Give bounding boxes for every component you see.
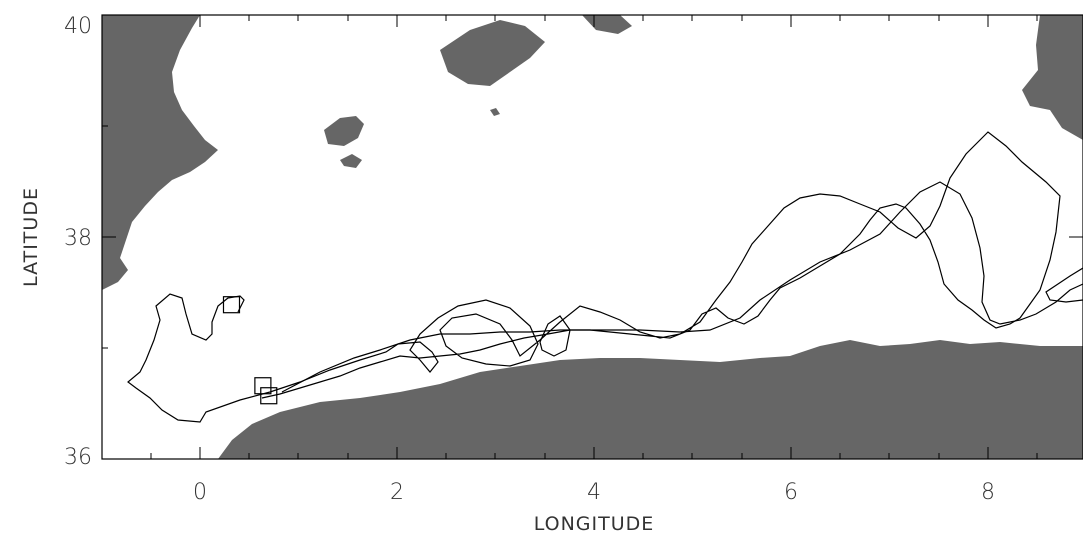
- map-plot-area: [102, 15, 1083, 459]
- y-tick-label: 38: [64, 226, 92, 251]
- float-trajectory-east: [1045, 267, 1083, 303]
- start-markers: [222, 296, 278, 405]
- x-tick-label: 6: [784, 480, 798, 505]
- y-tick-label: 40: [64, 14, 92, 39]
- land-cabrera: [490, 108, 500, 116]
- land-formentera: [340, 154, 362, 168]
- start-marker-square: [254, 377, 272, 395]
- start-marker-square: [260, 387, 278, 405]
- x-tick-label: 2: [390, 480, 404, 505]
- x-axis-ticks: [150, 15, 1038, 459]
- x-tick-label: 4: [587, 480, 601, 505]
- y-tick-label: 36: [64, 445, 92, 470]
- land-mallorca: [440, 20, 545, 86]
- x-axis-title: LONGITUDE: [534, 513, 655, 535]
- y-axis-ticks: [102, 125, 1083, 349]
- land-ibiza: [324, 116, 364, 146]
- start-marker-square: [222, 296, 241, 314]
- land-iberia: [102, 15, 218, 290]
- land-north-africa: [218, 340, 1083, 459]
- x-tick-label: 8: [981, 480, 995, 505]
- float-trajectory-branch: [281, 181, 1083, 393]
- float-trajectory-loop: [539, 315, 571, 357]
- y-axis-title: LATITUDE: [20, 187, 42, 287]
- x-tick-label: 0: [193, 480, 207, 505]
- land-sardinia: [1022, 15, 1083, 140]
- float-trajectory: [127, 131, 1061, 423]
